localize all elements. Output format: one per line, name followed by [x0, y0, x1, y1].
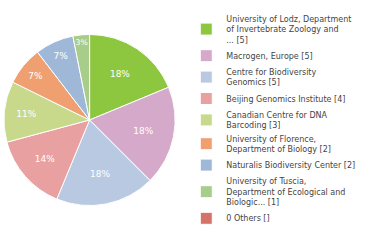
svg-text:7%: 7% — [28, 71, 43, 81]
svg-text:18%: 18% — [133, 126, 153, 136]
svg-text:7%: 7% — [53, 51, 68, 61]
svg-text:University of Florence,Departm: University of Florence,Department of Bio… — [226, 135, 331, 154]
svg-text:Canadian Centre for DNABarcodi: Canadian Centre for DNABarcoding [3] — [226, 111, 327, 130]
svg-text:0 Others []: 0 Others [] — [226, 214, 269, 223]
svg-text:18%: 18% — [110, 69, 130, 79]
svg-text:University of Tuscia,Departmen: University of Tuscia,Department of Ecolo… — [226, 177, 345, 207]
svg-text:University of Lodz, Department: University of Lodz, Departmentof Inverte… — [226, 15, 351, 45]
svg-text:14%: 14% — [35, 154, 55, 164]
svg-text:18%: 18% — [90, 169, 110, 179]
svg-text:Beijing Genomics Institute [4]: Beijing Genomics Institute [4] — [226, 95, 345, 104]
svg-text:3%: 3% — [76, 38, 88, 47]
svg-text:Naturalis Biodiversity Center: Naturalis Biodiversity Center [2] — [226, 161, 355, 170]
svg-text:Macrogen, Europe [5]: Macrogen, Europe [5] — [226, 52, 312, 61]
svg-text:11%: 11% — [16, 109, 36, 119]
svg-text:Centre for BiodiversityGenomic: Centre for BiodiversityGenomics [5] — [226, 68, 316, 87]
